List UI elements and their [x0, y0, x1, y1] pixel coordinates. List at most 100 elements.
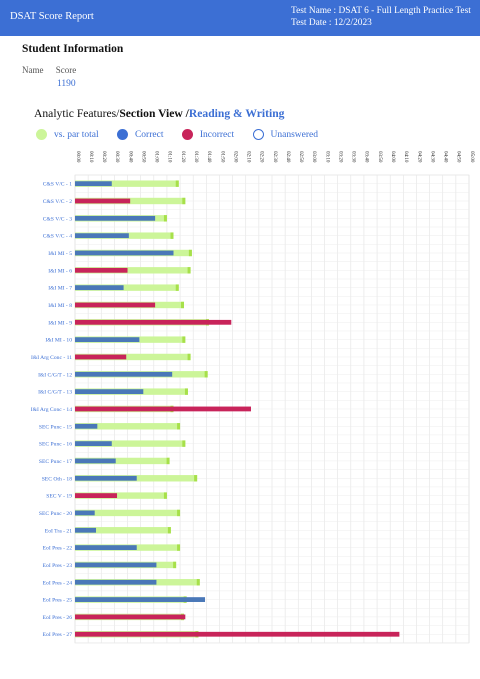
view-breadcrumb: Analytic Features/Section View /Reading … — [34, 107, 284, 120]
category-label[interactable]: I&I MI - 7 — [48, 286, 72, 292]
par-bar-end — [182, 440, 186, 447]
time-bar[interactable] — [75, 354, 127, 360]
breadcrumb-analytic-features[interactable]: Analytic Features/ — [34, 107, 120, 120]
time-bar[interactable] — [75, 389, 144, 395]
par-bar-end — [177, 423, 181, 430]
category-label[interactable]: EoI Tra - 21 — [45, 528, 72, 534]
par-bar[interactable] — [75, 353, 191, 361]
x-tick-label: 01:00 — [154, 151, 159, 163]
legend-label-unanswered: Unanswered — [270, 129, 318, 140]
category-label[interactable]: EoI Pres - 26 — [43, 615, 73, 621]
time-bar[interactable] — [75, 267, 128, 273]
time-bar[interactable] — [75, 579, 157, 585]
category-label[interactable]: I&I MI - 10 — [45, 338, 72, 344]
x-tick-label: 02:20 — [259, 151, 264, 163]
time-bar[interactable] — [75, 302, 156, 308]
time-bar[interactable] — [75, 441, 112, 447]
category-label[interactable]: C&S V/C - 3 — [43, 216, 72, 222]
category-label[interactable]: I&I Arg Conc - 14 — [31, 407, 72, 413]
category-label[interactable]: I&I MI - 8 — [48, 303, 72, 309]
par-bar[interactable] — [75, 284, 179, 291]
category-label[interactable]: I&I MI - 5 — [48, 251, 72, 257]
category-label[interactable]: C&S V/C - 1 — [43, 182, 72, 188]
x-tick-label: 00:00 — [75, 151, 80, 163]
x-tick-label: 03:50 — [377, 151, 382, 163]
time-bar[interactable] — [75, 285, 124, 291]
legend-item-par[interactable]: vs. par total — [36, 129, 99, 140]
time-bar[interactable] — [75, 614, 186, 620]
category-label[interactable]: EoI Pres - 25 — [43, 598, 73, 604]
category-label[interactable]: SEC Punc - 17 — [39, 459, 72, 465]
par-bar-end — [177, 544, 181, 551]
report-header: DSAT Score Report Test Name : DSAT 6 - F… — [0, 0, 480, 36]
category-label[interactable]: I&I MI - 9 — [48, 320, 72, 326]
time-bar[interactable] — [75, 198, 131, 204]
time-bar[interactable] — [75, 562, 157, 568]
category-label[interactable]: SEC Punc - 15 — [39, 424, 72, 430]
category-label[interactable]: I&I MI - 6 — [48, 268, 72, 274]
time-bar[interactable] — [75, 423, 98, 429]
legend-item-correct[interactable]: Correct — [116, 129, 163, 140]
par-bar[interactable] — [75, 527, 171, 534]
x-tick-label: 01:20 — [180, 151, 185, 163]
time-bar[interactable] — [75, 215, 156, 221]
par-bar[interactable] — [75, 180, 179, 187]
time-bar[interactable] — [75, 510, 95, 516]
legend-label-incorrect: Incorrect — [199, 129, 235, 140]
time-bar[interactable] — [75, 597, 206, 602]
time-bar[interactable] — [75, 406, 251, 412]
category-label[interactable]: SEC Punc - 16 — [39, 442, 72, 448]
x-tick-label: 02:50 — [298, 151, 303, 163]
time-bar[interactable] — [75, 475, 137, 481]
category-label[interactable]: C&S V/C - 4 — [43, 234, 72, 240]
category-label[interactable]: SEC Oth - 18 — [42, 476, 73, 482]
par-bar-end — [167, 527, 171, 534]
time-bar[interactable] — [75, 337, 140, 343]
time-bar[interactable] — [75, 527, 97, 533]
par-bar[interactable] — [75, 267, 191, 274]
par-bar[interactable] — [75, 423, 181, 430]
par-bar[interactable] — [75, 440, 186, 447]
par-dot-icon — [36, 129, 47, 140]
x-tick-label: 03:30 — [351, 151, 356, 163]
par-bar-end — [163, 215, 167, 222]
par-bar-end — [187, 267, 191, 274]
par-bar[interactable] — [75, 492, 167, 499]
category-label[interactable]: EoI Pres - 24 — [43, 580, 73, 586]
x-tick-label: 03:10 — [324, 151, 329, 163]
time-bar[interactable] — [75, 250, 174, 256]
time-bar[interactable] — [75, 181, 112, 187]
time-bar[interactable] — [75, 545, 137, 550]
app-title: DSAT Score Report — [10, 11, 94, 22]
score-value: 1190 — [57, 79, 76, 89]
category-label[interactable]: I&I C/G/T - 12 — [38, 372, 72, 378]
par-bar[interactable] — [75, 509, 181, 517]
category-label[interactable]: C&S V/C - 2 — [43, 199, 72, 205]
category-label[interactable]: I&I C/G/T - 13 — [38, 390, 72, 396]
time-bar[interactable] — [75, 493, 118, 499]
category-label[interactable]: EoI Pres - 22 — [43, 546, 73, 552]
x-tick-label: 04:50 — [456, 151, 461, 163]
category-label[interactable]: SEC Punc - 20 — [39, 511, 72, 517]
x-tick-label: 00:40 — [127, 151, 132, 163]
category-label[interactable]: EoI Pres - 27 — [43, 632, 73, 638]
x-tick-label: 03:00 — [311, 151, 316, 163]
time-bar[interactable] — [75, 319, 232, 325]
legend-item-unanswered[interactable]: Unanswered — [252, 129, 318, 140]
par-bar[interactable] — [75, 457, 170, 465]
name-label: Name — [22, 65, 44, 75]
time-bar[interactable] — [75, 233, 129, 239]
time-bar[interactable] — [75, 458, 116, 464]
par-bar-end — [166, 457, 170, 465]
time-bar[interactable] — [75, 631, 400, 637]
time-bar[interactable] — [75, 371, 173, 377]
x-tick-label: 02:40 — [285, 151, 290, 163]
par-bar-end — [187, 353, 191, 361]
category-label[interactable]: EoI Pres - 23 — [43, 563, 73, 569]
legend-item-incorrect[interactable]: Incorrect — [181, 129, 235, 140]
breadcrumb-reading-writing[interactable]: Reading & Writing — [188, 107, 285, 120]
breadcrumb-section-view[interactable]: Section View / — [119, 107, 189, 120]
category-label[interactable]: I&I Arg Conc - 11 — [31, 355, 72, 361]
category-label[interactable]: SEC V - 19 — [46, 494, 72, 500]
